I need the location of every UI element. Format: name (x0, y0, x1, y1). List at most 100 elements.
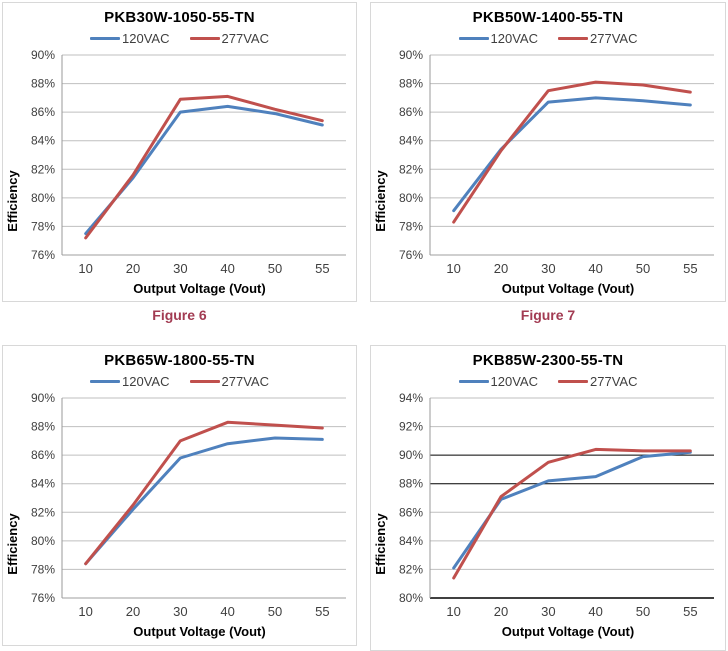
chart-title: PKB65W-1800-55-TN (104, 352, 255, 369)
legend-label: 120VAC (490, 373, 538, 389)
svg-text:86%: 86% (399, 105, 423, 119)
svg-text:80%: 80% (399, 591, 423, 605)
svg-text:55: 55 (683, 261, 697, 276)
chart-legend: 120VAC 277VAC (371, 29, 725, 47)
legend-label: 277VAC (221, 30, 269, 46)
svg-text:10: 10 (446, 604, 460, 619)
svg-text:90%: 90% (31, 49, 55, 62)
line-swatch-icon (189, 379, 220, 383)
svg-text:55: 55 (683, 604, 697, 619)
chart-area: Efficiency 76% 78% 80% 82% 84% 86% 88% 90% 10 20 3… (3, 392, 356, 624)
svg-text:80%: 80% (399, 191, 423, 205)
svg-text:50: 50 (636, 261, 650, 276)
svg-text:94%: 94% (399, 392, 423, 405)
svg-text:76%: 76% (31, 248, 55, 262)
svg-text:78%: 78% (31, 562, 55, 576)
svg-text:86%: 86% (399, 505, 423, 519)
svg-text:55: 55 (315, 604, 329, 619)
svg-text:82%: 82% (399, 162, 423, 176)
svg-text:78%: 78% (31, 219, 55, 233)
svg-text:20: 20 (494, 604, 508, 619)
legend-item-277vac: 277VAC (558, 374, 637, 389)
svg-text:30: 30 (541, 261, 555, 276)
svg-text:86%: 86% (31, 448, 55, 462)
line-swatch-icon (558, 379, 588, 383)
chart-legend: 120VAC 277VAC (371, 372, 725, 390)
svg-text:88%: 88% (31, 420, 55, 434)
x-axis-title: Output Voltage (Vout) (133, 624, 266, 639)
chart-area: Efficiency 76% 78% 80% 82% 84% 86% 88% 90% 10 20 3… (371, 49, 725, 281)
legend-item-120vac: 120VAC (458, 30, 538, 46)
svg-text:50: 50 (268, 604, 282, 619)
x-axis-title: Output Voltage (Vout) (501, 281, 635, 296)
svg-text:86%: 86% (31, 105, 55, 119)
svg-text:40: 40 (220, 604, 234, 619)
legend-label: 120VAC (490, 30, 538, 46)
line-swatch-icon (458, 379, 489, 383)
svg-text:90%: 90% (399, 448, 423, 462)
svg-text:88%: 88% (399, 477, 423, 491)
svg-text:80%: 80% (31, 191, 55, 205)
svg-text:40: 40 (588, 261, 602, 276)
svg-text:88%: 88% (31, 77, 55, 91)
legend-label: 277VAC (221, 373, 269, 389)
svg-text:88%: 88% (399, 77, 423, 91)
plot-svg: 76% 78% 80% 82% 84% 86% 88% 90% 10 20 30 40 50 55 (31, 49, 346, 276)
svg-text:82%: 82% (399, 562, 423, 576)
legend-item-277vac: 277VAC (558, 31, 637, 46)
svg-text:30: 30 (173, 261, 187, 276)
svg-text:76%: 76% (399, 248, 423, 262)
legend-item-120vac: 120VAC (90, 373, 170, 389)
svg-text:10: 10 (78, 604, 92, 619)
legend-label: 120VAC (122, 373, 170, 389)
svg-text:84%: 84% (399, 534, 423, 548)
plot-svg: 80% 82% 84% 86% 88% 90% 92% 94% 10 20 30 40 50 55 (399, 392, 714, 619)
line-swatch-icon (458, 36, 489, 40)
chart-panel-pkb30w: PKB30W-1050-55-TN 120VAC 277VAC Efficien… (2, 2, 357, 302)
svg-text:76%: 76% (31, 591, 55, 605)
chart-title: PKB50W-1400-55-TN (472, 9, 624, 26)
svg-text:84%: 84% (31, 477, 55, 491)
figure-caption: Figure 7 (520, 307, 576, 323)
svg-text:84%: 84% (399, 134, 423, 148)
line-swatch-icon (90, 379, 121, 383)
legend-label: 277VAC (590, 373, 638, 389)
chart-title: PKB85W-2300-55-TN (472, 352, 624, 369)
svg-text:10: 10 (78, 261, 92, 276)
svg-text:90%: 90% (31, 392, 55, 405)
chart-panel-pkb85w: PKB85W-2300-55-TN 120VAC 277VAC Efficien… (370, 345, 726, 651)
legend-item-120vac: 120VAC (90, 30, 170, 46)
line-swatch-icon (90, 36, 121, 40)
plot-svg: 76% 78% 80% 82% 84% 86% 88% 90% 10 20 30 40 50 55 (399, 49, 714, 276)
svg-text:92%: 92% (399, 420, 423, 434)
svg-text:50: 50 (268, 261, 282, 276)
chart-area: Efficiency 80% 82% 84% 86% 88% 90% 92% 94% 10 20 3… (371, 392, 725, 624)
svg-text:20: 20 (126, 261, 140, 276)
chart-legend: 120VAC 277VAC (3, 372, 356, 390)
legend-item-120vac: 120VAC (458, 373, 538, 389)
svg-text:10: 10 (446, 261, 460, 276)
svg-text:80%: 80% (31, 534, 55, 548)
svg-text:84%: 84% (31, 134, 55, 148)
legend-label: 120VAC (122, 30, 170, 46)
x-axis-title: Output Voltage (Vout) (501, 624, 635, 639)
svg-text:40: 40 (220, 261, 234, 276)
svg-text:50: 50 (636, 604, 650, 619)
legend-item-277vac: 277VAC (189, 30, 269, 46)
chart-area: Efficiency 76% 78% 80% 82% 84% 86% 88% 90% 10 20 3… (3, 49, 356, 281)
svg-text:40: 40 (588, 604, 602, 619)
legend-item-277vac: 277VAC (189, 373, 269, 389)
svg-text:30: 30 (173, 604, 187, 619)
chart-panel-pkb50w: PKB50W-1400-55-TN 120VAC 277VAC Efficien… (370, 2, 726, 302)
svg-text:20: 20 (494, 261, 508, 276)
plot-svg: 76% 78% 80% 82% 84% 86% 88% 90% 10 20 30 40 50 55 (31, 392, 346, 619)
x-axis-title: Output Voltage (Vout) (133, 281, 266, 296)
chart-legend: 120VAC 277VAC (3, 29, 356, 47)
line-swatch-icon (189, 36, 220, 40)
line-swatch-icon (558, 36, 588, 40)
svg-text:78%: 78% (399, 219, 423, 233)
svg-text:20: 20 (126, 604, 140, 619)
svg-text:55: 55 (315, 261, 329, 276)
legend-label: 277VAC (590, 30, 638, 46)
